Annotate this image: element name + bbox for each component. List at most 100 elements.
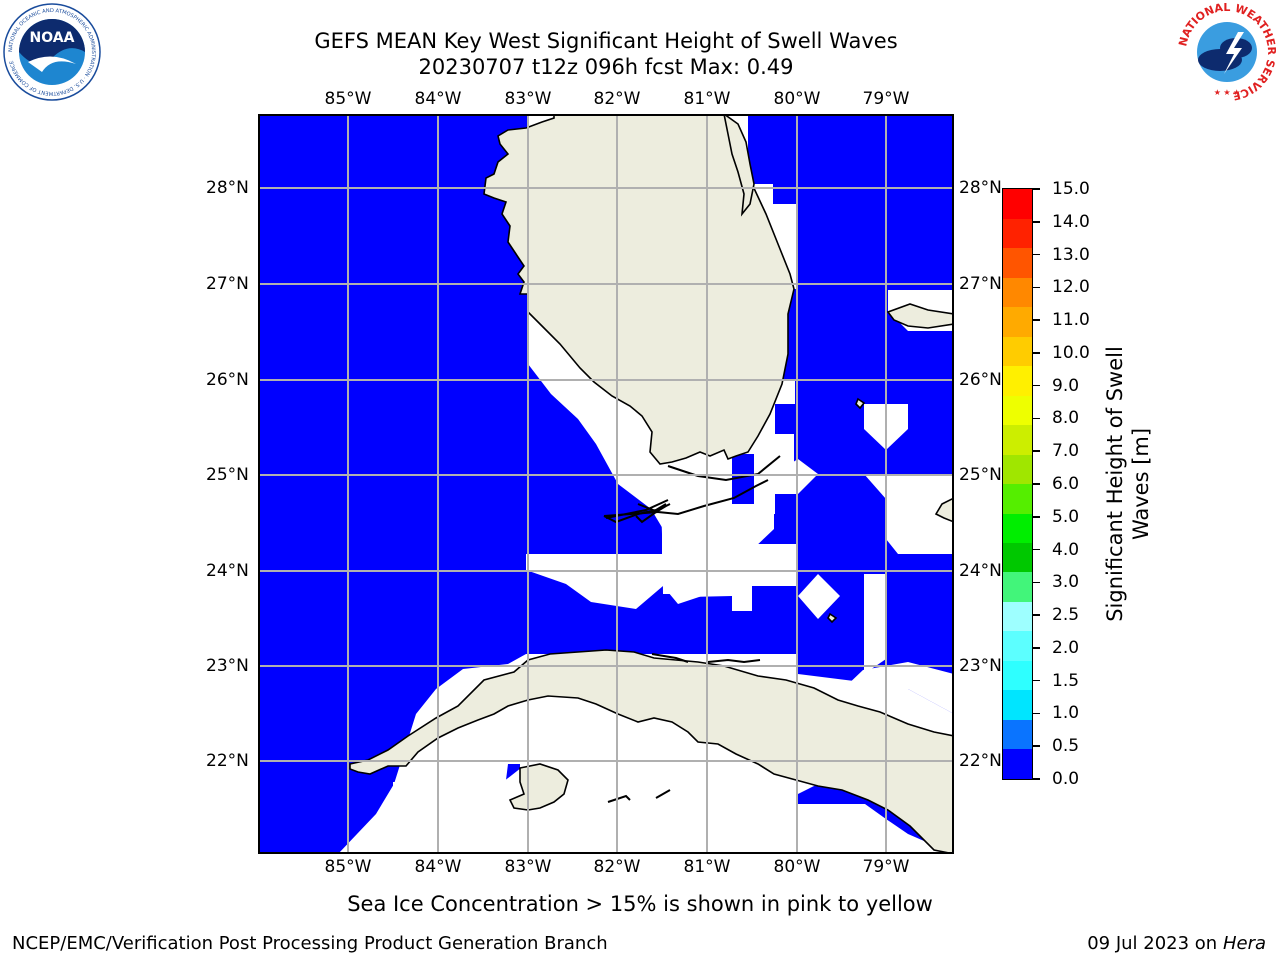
- grand-bahama-land: [886, 303, 952, 329]
- colorbar-segment: [1003, 512, 1032, 543]
- colorbar-tick-label: 7.0: [1052, 441, 1080, 462]
- lon-label-top: 85°W: [324, 89, 372, 109]
- colorbar-segment: [1003, 601, 1032, 632]
- colorbar-tick: [1033, 614, 1040, 616]
- colorbar-tick-label: 4.0: [1052, 539, 1080, 560]
- colorbar-segment: [1003, 306, 1032, 337]
- lon-label-top: 82°W: [593, 89, 641, 109]
- colorbar-tick: [1033, 483, 1040, 485]
- colorbar-tick-label: 1.5: [1052, 670, 1080, 691]
- colorbar-tick: [1033, 352, 1040, 354]
- credit-line: NCEP/EMC/Verification Post Processing Pr…: [12, 933, 608, 954]
- colorbar-segment: [1003, 365, 1032, 396]
- lon-label-bottom: 84°W: [414, 857, 462, 877]
- lat-label-right: 28°N: [959, 178, 1002, 198]
- colorbar-tick-label: 8.0: [1052, 408, 1080, 429]
- colorbar-tick: [1033, 516, 1040, 518]
- lon-label-top: 79°W: [862, 89, 910, 109]
- colorbar-tick: [1033, 253, 1040, 256]
- colorbar-segment: [1003, 247, 1032, 278]
- map-canvas: [260, 116, 952, 852]
- colorbar-tick-label: 15.0: [1052, 179, 1090, 199]
- lon-label-bottom: 83°W: [504, 857, 552, 877]
- lat-label-right: 24°N: [959, 561, 1002, 581]
- lon-label-top: 83°W: [504, 89, 552, 109]
- colorbar-tick: [1033, 778, 1040, 780]
- colorbar-tick-label: 0.0: [1052, 769, 1080, 789]
- map-panel: [258, 114, 954, 854]
- lon-label-bottom: 85°W: [324, 857, 372, 877]
- colorbar-segment: [1003, 719, 1032, 750]
- isla-juventud-land: [508, 763, 569, 811]
- lon-label-bottom: 80°W: [773, 857, 821, 877]
- colorbar-title: Significant Height of Swell Waves [m]: [1102, 346, 1154, 622]
- lon-label-bottom: 82°W: [593, 857, 641, 877]
- colorbar-segment: [1003, 395, 1032, 426]
- colorbar-tick-label: 9.0: [1052, 375, 1080, 396]
- colorbar-segment: [1003, 660, 1032, 691]
- lat-label-left: 24°N: [206, 561, 249, 581]
- lat-label-right: 22°N: [959, 751, 1002, 771]
- florida-land: [483, 116, 795, 465]
- colorbar-tick-label: 14.0: [1052, 211, 1090, 232]
- lat-label-right: 23°N: [959, 656, 1002, 676]
- colorbar-tick-label: 0.5: [1052, 736, 1080, 757]
- date-line: 09 Jul 2023 on Hera: [1087, 933, 1266, 955]
- colorbar-tick: [1033, 581, 1040, 584]
- colorbar-segment: [1003, 689, 1032, 720]
- lat-label-right: 26°N: [959, 370, 1002, 390]
- colorbar-segment: [1003, 454, 1032, 485]
- colorbar-tick: [1033, 221, 1040, 223]
- colorbar-title-line2: Waves [m]: [1129, 427, 1153, 541]
- lon-label-top: 84°W: [414, 89, 462, 109]
- colorbar-tick-label: 2.0: [1052, 637, 1080, 658]
- colorbar-tick-label: 6.0: [1052, 474, 1080, 494]
- colorbar-segment: [1003, 277, 1032, 308]
- colorbar-segment: [1003, 571, 1032, 602]
- lat-label-left: 27°N: [206, 274, 249, 294]
- colorbar-tick-label: 5.0: [1052, 506, 1080, 527]
- colorbar-segment: [1003, 542, 1032, 573]
- colorbar-tick: [1033, 679, 1040, 682]
- noaa-logo-text: NOAA: [30, 30, 75, 46]
- colorbar-tick-label: 2.5: [1052, 605, 1080, 626]
- footnote: Sea Ice Concentration > 15% is shown in …: [347, 892, 933, 916]
- colorbar-segment: [1003, 748, 1032, 779]
- colorbar: [1002, 188, 1033, 780]
- colorbar-tick: [1033, 712, 1040, 715]
- lon-label-bottom: 79°W: [862, 857, 910, 877]
- graticule: [260, 116, 952, 852]
- lat-label-left: 23°N: [206, 656, 249, 676]
- colorbar-tick-label: 12.0: [1052, 277, 1090, 298]
- noaa-logo: NATIONAL OCEANIC AND ATMOSPHERIC ADMINIS…: [2, 2, 102, 102]
- lon-label-top: 81°W: [683, 89, 731, 109]
- colorbar-tick: [1033, 384, 1040, 387]
- colorbar-segment: [1003, 218, 1032, 249]
- lon-label-top: 80°W: [773, 89, 821, 109]
- colorbar-tick: [1033, 647, 1040, 649]
- colorbar-segment: [1003, 189, 1032, 220]
- lat-label-left: 28°N: [206, 178, 249, 198]
- keys-islands: [603, 455, 781, 803]
- colorbar-title-line1: Significant Height of Swell: [1103, 346, 1127, 622]
- colorbar-tick-label: 1.0: [1052, 703, 1080, 724]
- lat-label-left: 22°N: [206, 751, 249, 771]
- colorbar-tick: [1033, 548, 1040, 551]
- lon-label-bottom: 81°W: [683, 857, 731, 877]
- lat-label-left: 26°N: [206, 370, 249, 390]
- chart-title: GEFS MEAN Key West Significant Height of…: [314, 29, 898, 53]
- colorbar-tick: [1033, 286, 1040, 289]
- colorbar-tick-label: 10.0: [1052, 342, 1090, 363]
- date-host: Hera: [1222, 933, 1266, 954]
- colorbar-tick: [1033, 745, 1040, 747]
- land: [349, 116, 952, 852]
- lat-label-right: 25°N: [959, 465, 1002, 485]
- lat-label-right: 27°N: [959, 274, 1002, 294]
- colorbar-tick-label: 11.0: [1052, 310, 1090, 331]
- date-text: 09 Jul 2023 on: [1087, 933, 1223, 954]
- cuba-land: [349, 649, 952, 852]
- svg-text:★ ★ ★: ★ ★ ★: [1214, 88, 1241, 97]
- colorbar-segment: [1003, 336, 1032, 367]
- colorbar-segment: [1003, 630, 1032, 661]
- lat-label-left: 25°N: [206, 465, 249, 485]
